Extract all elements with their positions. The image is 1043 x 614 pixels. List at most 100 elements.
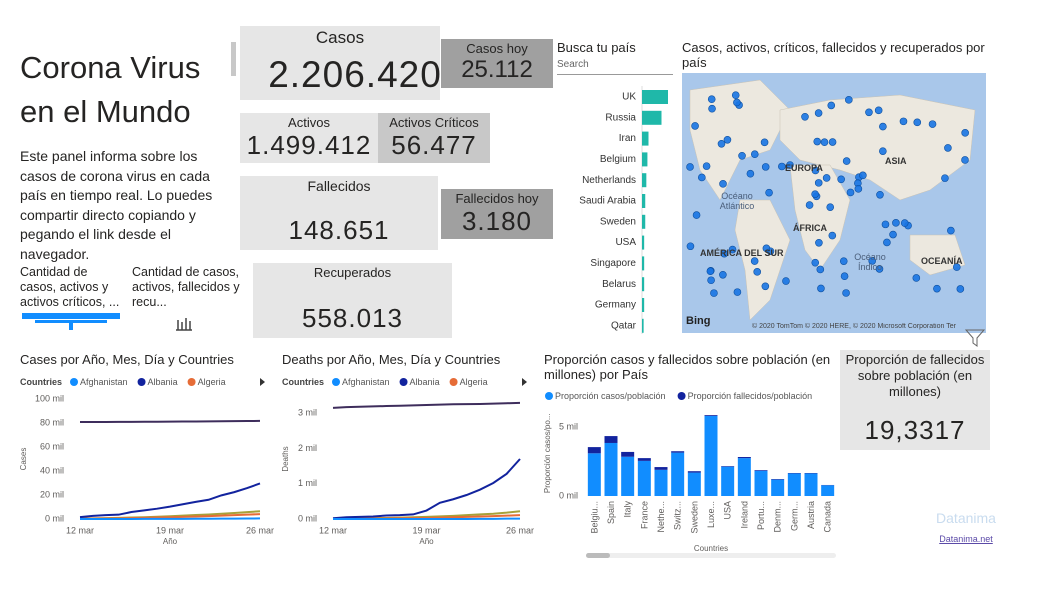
card-value: 19,3317 bbox=[864, 415, 966, 445]
map-bubble bbox=[760, 138, 769, 147]
map-bubble bbox=[686, 242, 695, 251]
y-tick-label: 5 mil bbox=[559, 422, 578, 432]
map-bubble bbox=[944, 144, 952, 152]
map-bubble bbox=[840, 272, 849, 281]
bar-segment bbox=[637, 458, 651, 461]
chart-title: Proporción casos y fallecidos sobre pobl… bbox=[544, 352, 830, 382]
map-bubble bbox=[941, 174, 949, 182]
category-label: Netherlands bbox=[582, 175, 636, 186]
map-bubble bbox=[900, 219, 909, 227]
legend-label: Afghanistan bbox=[80, 377, 128, 387]
map-bubble bbox=[801, 113, 809, 121]
card-label: Activos Críticos bbox=[389, 115, 479, 130]
map-bubble bbox=[816, 265, 825, 274]
map-bubble bbox=[708, 104, 716, 113]
map-bubble bbox=[761, 282, 770, 291]
map-bubble bbox=[839, 257, 848, 265]
bar-segment bbox=[587, 453, 601, 496]
map-bubble bbox=[875, 265, 884, 273]
legend-title: Countries bbox=[282, 377, 324, 387]
x-tick-label: 12 mar bbox=[319, 525, 347, 535]
line-series bbox=[80, 517, 261, 520]
map-bubble bbox=[707, 276, 715, 285]
brand-name: Datanima bbox=[936, 510, 996, 526]
map-bubble bbox=[883, 238, 891, 247]
title-line: Proporción casos y fallecidos sobre pobl… bbox=[544, 352, 830, 367]
map-bubble bbox=[723, 135, 732, 144]
map-bubble bbox=[815, 238, 823, 247]
y-axis-title: Cases bbox=[19, 448, 28, 471]
x-axis-title: Año bbox=[419, 537, 434, 546]
legend-marker bbox=[545, 392, 553, 400]
bar-segment bbox=[771, 479, 785, 480]
map-logo: Bing bbox=[686, 315, 711, 327]
bar bbox=[642, 214, 646, 229]
x-tick-label: Ireland bbox=[739, 501, 749, 529]
scrollbar-thumb bbox=[586, 553, 610, 558]
line-series bbox=[79, 482, 261, 519]
category-label: Germany bbox=[595, 300, 636, 311]
map-bubble bbox=[733, 98, 741, 107]
card-value: 56.477 bbox=[391, 130, 477, 160]
legend-label: Proporción fallecidos/población bbox=[688, 391, 813, 401]
y-tick-label: 1 mil bbox=[298, 478, 317, 488]
y-tick-label: 80 mil bbox=[40, 417, 64, 427]
brand-link[interactable]: Datanima.net bbox=[939, 534, 993, 544]
category-label: Russia bbox=[605, 112, 636, 123]
bar-segment bbox=[771, 479, 785, 496]
slicer-label: Cantidad de casos, activos y activos crí… bbox=[20, 265, 120, 309]
map-bubble bbox=[961, 156, 969, 164]
card: Casos hoy 25.112 bbox=[441, 39, 553, 88]
map-bubble bbox=[859, 171, 867, 180]
x-tick-label: Austria bbox=[806, 501, 816, 529]
map-bubble bbox=[811, 190, 819, 198]
map-bubble bbox=[956, 285, 965, 293]
card-value: 148.651 bbox=[288, 215, 390, 245]
bar bbox=[642, 152, 648, 167]
map-bubble bbox=[961, 129, 969, 137]
map-bubble bbox=[817, 284, 825, 293]
map-bubble bbox=[698, 173, 706, 182]
x-tick-label: 19 mar bbox=[412, 525, 440, 535]
map-bubble bbox=[805, 201, 814, 209]
bar-segment bbox=[621, 456, 635, 496]
legend-marker bbox=[70, 378, 78, 386]
map-bubble bbox=[782, 277, 790, 285]
x-tick-label: Italy bbox=[623, 501, 633, 518]
x-tick-label: Canada bbox=[823, 501, 833, 533]
x-tick-label: 26 mar bbox=[246, 525, 274, 535]
bar-segment bbox=[621, 451, 635, 457]
map-bubble bbox=[881, 220, 890, 229]
map-bubble bbox=[731, 91, 740, 99]
map-bubble bbox=[707, 95, 716, 104]
line-series bbox=[332, 401, 521, 409]
card-value: 3.180 bbox=[461, 206, 533, 236]
line-series bbox=[332, 458, 521, 520]
map-bubble bbox=[686, 163, 694, 171]
bar-segment bbox=[604, 436, 618, 443]
category-label: Iran bbox=[619, 133, 636, 144]
bar-segment bbox=[737, 458, 751, 496]
card-value: 558.013 bbox=[302, 303, 403, 333]
legend-marker bbox=[399, 378, 408, 386]
bar-segment bbox=[721, 466, 735, 496]
slicer-icon bbox=[176, 318, 192, 331]
y-tick-label: 40 mil bbox=[40, 465, 64, 475]
bar bbox=[642, 110, 662, 125]
map-bubble bbox=[947, 226, 955, 235]
filter-icon bbox=[964, 329, 986, 347]
x-tick-label: Denm... bbox=[773, 501, 783, 533]
search-box[interactable]: Search bbox=[557, 59, 673, 75]
map-bubble bbox=[706, 267, 715, 276]
slicer-label: Cantidad de casos, activos, fallecidos y… bbox=[132, 265, 240, 309]
card-label: Casos bbox=[315, 28, 365, 47]
legend-arrow bbox=[522, 378, 527, 386]
line-series bbox=[80, 419, 261, 424]
legend-marker bbox=[137, 378, 146, 386]
bar-segment bbox=[654, 467, 668, 470]
legend-label: Algeria bbox=[198, 377, 226, 387]
bar bbox=[642, 90, 668, 104]
bar-segment bbox=[587, 447, 601, 454]
card-value: 1.499.412 bbox=[246, 130, 372, 160]
y-axis-title: Deaths bbox=[281, 446, 290, 471]
